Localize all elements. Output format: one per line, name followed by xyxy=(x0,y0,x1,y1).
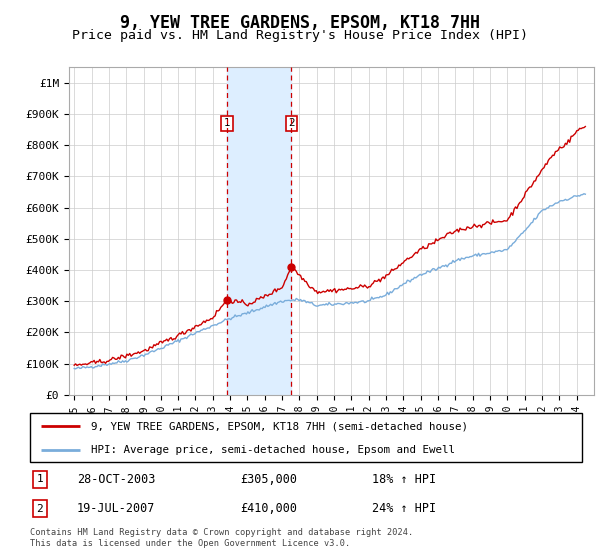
Bar xyxy=(227,67,292,395)
Text: 19-JUL-2007: 19-JUL-2007 xyxy=(77,502,155,515)
Text: 1: 1 xyxy=(224,118,230,128)
Text: 9, YEW TREE GARDENS, EPSOM, KT18 7HH (semi-detached house): 9, YEW TREE GARDENS, EPSOM, KT18 7HH (se… xyxy=(91,421,468,431)
Text: HPI: Average price, semi-detached house, Epsom and Ewell: HPI: Average price, semi-detached house,… xyxy=(91,445,455,455)
Text: 1: 1 xyxy=(37,474,43,484)
Text: £305,000: £305,000 xyxy=(240,473,297,486)
Text: £410,000: £410,000 xyxy=(240,502,297,515)
Text: 2: 2 xyxy=(37,504,43,514)
Text: This data is licensed under the Open Government Licence v3.0.: This data is licensed under the Open Gov… xyxy=(30,539,350,548)
Text: Price paid vs. HM Land Registry's House Price Index (HPI): Price paid vs. HM Land Registry's House … xyxy=(72,29,528,42)
Text: 18% ↑ HPI: 18% ↑ HPI xyxy=(372,473,436,486)
Text: 28-OCT-2003: 28-OCT-2003 xyxy=(77,473,155,486)
Text: 2: 2 xyxy=(288,118,295,128)
FancyBboxPatch shape xyxy=(30,413,582,462)
Text: Contains HM Land Registry data © Crown copyright and database right 2024.: Contains HM Land Registry data © Crown c… xyxy=(30,528,413,537)
Text: 24% ↑ HPI: 24% ↑ HPI xyxy=(372,502,436,515)
Text: 9, YEW TREE GARDENS, EPSOM, KT18 7HH: 9, YEW TREE GARDENS, EPSOM, KT18 7HH xyxy=(120,14,480,32)
